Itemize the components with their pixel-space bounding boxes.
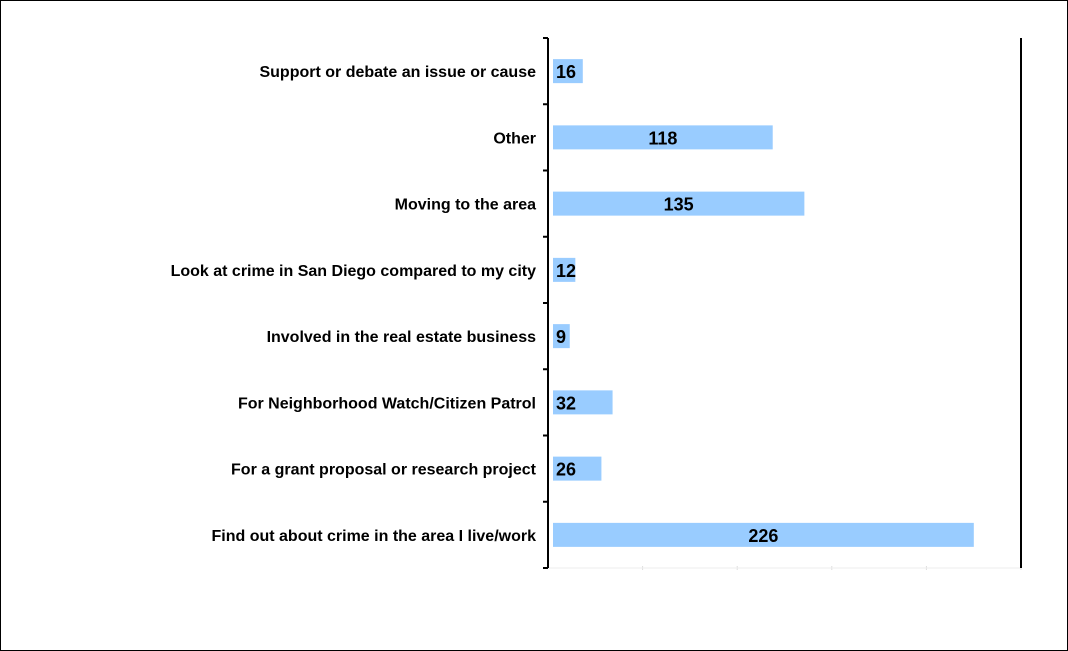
bar — [553, 257, 576, 282]
bar — [553, 522, 974, 547]
bars — [553, 59, 974, 547]
category-label: Look at crime in San Diego compared to m… — [171, 263, 537, 280]
data-label: 32 — [556, 393, 576, 413]
data-label: 26 — [556, 460, 576, 480]
data-label: 12 — [556, 261, 576, 281]
category-label: Support or debate an issue or cause — [259, 64, 536, 81]
data-label: 16 — [556, 62, 576, 82]
bar — [553, 456, 602, 481]
data-label: 118 — [648, 128, 677, 148]
category-label: For a grant proposal or research project — [231, 462, 537, 479]
axis-ticks — [543, 37, 1022, 570]
data-label: 9 — [556, 327, 566, 347]
category-label: Other — [493, 130, 536, 147]
category-label: For Neighborhood Watch/Citizen Patrol — [238, 395, 536, 412]
bar — [553, 59, 583, 84]
bar — [553, 191, 805, 216]
bar — [553, 125, 773, 150]
bar — [553, 324, 570, 349]
category-label: Moving to the area — [395, 197, 536, 214]
labels: Find out about crime in the area I live/… — [171, 62, 779, 546]
category-label: Involved in the real estate business — [267, 329, 537, 346]
data-label: 226 — [748, 526, 778, 546]
data-label: 135 — [664, 195, 694, 215]
category-label: Find out about crime in the area I live/… — [211, 528, 536, 545]
bar — [553, 390, 613, 415]
